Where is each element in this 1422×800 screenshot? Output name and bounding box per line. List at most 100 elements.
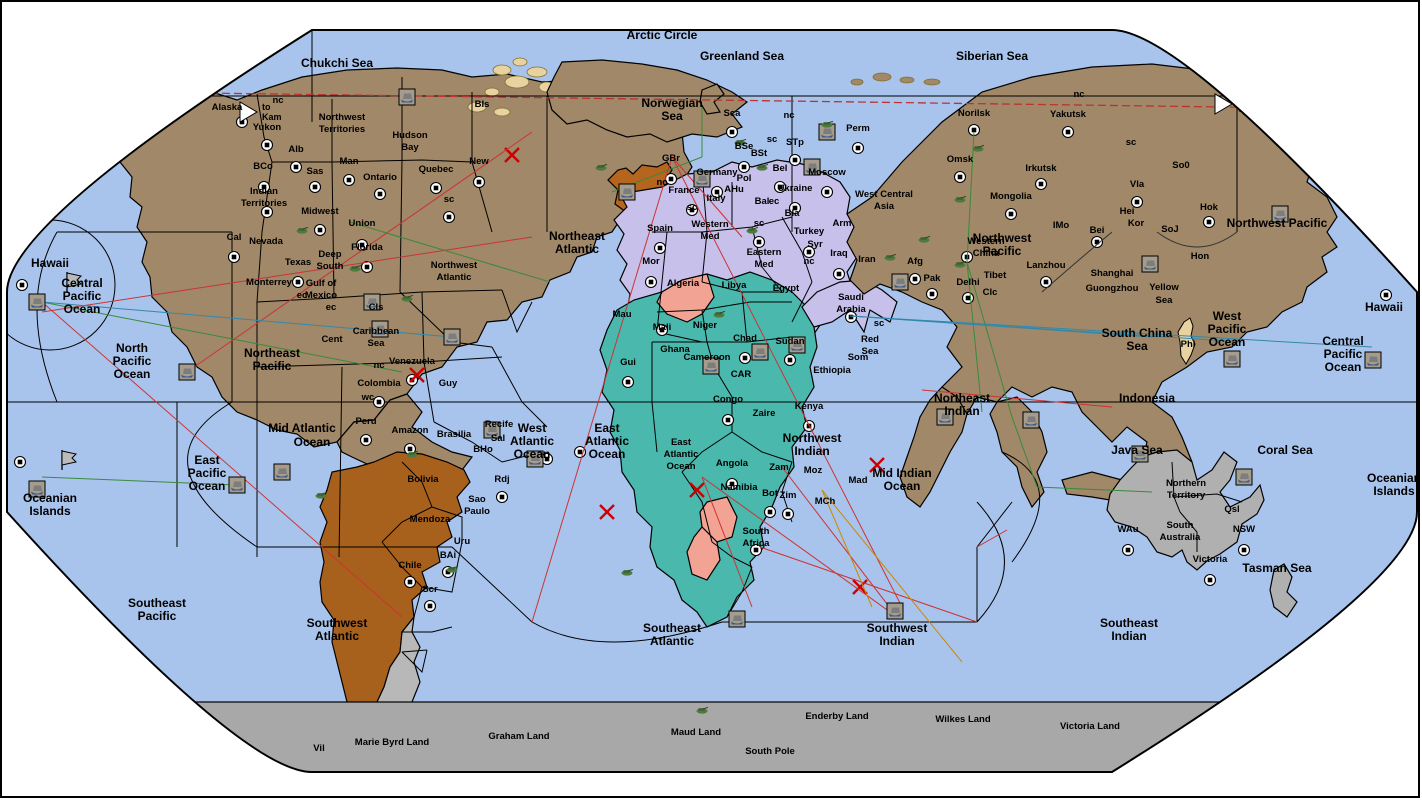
svg-text:Enderby Land: Enderby Land	[805, 711, 869, 722]
svg-text:BAi: BAi	[440, 550, 456, 561]
svg-text:France: France	[668, 185, 699, 196]
svg-text:sc: sc	[687, 202, 698, 213]
svg-text:Cent: Cent	[321, 334, 343, 345]
svg-text:Southwest: Southwest	[867, 621, 928, 635]
svg-text:Indonesia: Indonesia	[1119, 391, 1175, 405]
svg-text:Paulo: Paulo	[464, 506, 490, 517]
svg-text:Vil: Vil	[313, 743, 324, 754]
svg-text:Indian: Indian	[1111, 629, 1146, 643]
svg-text:Yakutsk: Yakutsk	[1050, 109, 1087, 120]
svg-text:Mongolia: Mongolia	[990, 191, 1032, 202]
svg-text:Uru: Uru	[454, 536, 471, 547]
svg-text:Mau: Mau	[613, 309, 632, 320]
svg-text:Territories: Territories	[241, 198, 287, 209]
svg-text:CIs: CIs	[369, 302, 384, 313]
svg-text:Zam: Zam	[769, 462, 789, 473]
svg-text:Red: Red	[861, 334, 879, 345]
svg-text:BIs: BIs	[475, 99, 490, 110]
svg-text:nc: nc	[803, 256, 814, 267]
svg-text:Northwest: Northwest	[783, 431, 842, 445]
svg-text:Sea: Sea	[368, 338, 386, 349]
svg-text:WAu: WAu	[1117, 524, 1138, 535]
svg-text:to: to	[1239, 94, 1248, 104]
svg-text:Clc: Clc	[983, 287, 998, 298]
svg-text:Maud Land: Maud Land	[671, 727, 721, 738]
svg-text:CAR: CAR	[731, 369, 752, 380]
svg-text:Perm: Perm	[846, 123, 870, 134]
svg-text:Indian: Indian	[794, 444, 829, 458]
svg-text:Deep: Deep	[318, 249, 341, 260]
svg-text:Mid Atlantic: Mid Atlantic	[268, 421, 336, 435]
svg-text:Pacific: Pacific	[63, 289, 102, 303]
svg-text:Central: Central	[1322, 334, 1363, 348]
svg-text:Atlantic: Atlantic	[650, 634, 694, 648]
svg-text:Med: Med	[701, 231, 720, 242]
svg-text:sc: sc	[874, 318, 885, 329]
svg-text:Qsl: Qsl	[1224, 504, 1239, 515]
svg-text:Kor: Kor	[1128, 218, 1145, 229]
svg-text:Colombia: Colombia	[357, 378, 401, 389]
svg-text:Turkey: Turkey	[794, 226, 825, 237]
svg-text:Amazon: Amazon	[392, 425, 429, 436]
svg-text:Indian: Indian	[944, 404, 979, 418]
svg-text:Ocean: Ocean	[514, 447, 551, 461]
svg-text:Kam: Kam	[262, 112, 282, 122]
svg-text:sc: sc	[444, 194, 455, 205]
svg-text:Bel: Bel	[773, 163, 788, 174]
svg-text:Hawaii: Hawaii	[1365, 300, 1403, 314]
svg-text:Territories: Territories	[319, 124, 365, 135]
svg-text:to: to	[262, 102, 271, 112]
svg-text:Tasman Sea: Tasman Sea	[1242, 561, 1311, 575]
svg-text:Western: Western	[691, 219, 729, 230]
svg-text:West: West	[1213, 309, 1241, 323]
svg-text:Phi: Phi	[1181, 339, 1196, 350]
svg-text:Victoria Land: Victoria Land	[1060, 721, 1120, 732]
svg-text:sc: sc	[767, 134, 778, 145]
svg-text:East: East	[194, 453, 219, 467]
svg-text:Norilsk: Norilsk	[958, 108, 991, 119]
svg-text:North: North	[116, 341, 148, 355]
svg-text:Germany: Germany	[696, 167, 738, 178]
svg-text:Ocean: Ocean	[589, 447, 626, 461]
svg-text:Rdj: Rdj	[494, 474, 509, 485]
svg-text:Chad: Chad	[733, 333, 757, 344]
svg-text:Chile: Chile	[398, 560, 421, 571]
svg-text:Bay: Bay	[401, 142, 419, 153]
svg-text:Arm: Arm	[832, 218, 851, 229]
svg-text:IMo: IMo	[1053, 220, 1070, 231]
svg-text:Southeast: Southeast	[643, 621, 701, 635]
svg-text:STp: STp	[786, 137, 804, 148]
svg-text:West Central: West Central	[855, 189, 913, 200]
svg-text:Mexico: Mexico	[305, 290, 337, 301]
svg-text:Pacific: Pacific	[1324, 347, 1363, 361]
svg-text:Atlantic: Atlantic	[437, 272, 472, 283]
svg-text:South Pole: South Pole	[745, 746, 795, 757]
svg-text:Pol: Pol	[737, 173, 752, 184]
svg-text:Omsk: Omsk	[947, 154, 974, 165]
svg-text:NSW: NSW	[1233, 524, 1255, 535]
svg-text:SoJ: SoJ	[1161, 224, 1178, 235]
svg-text:Islands: Islands	[1373, 484, 1415, 498]
svg-text:Alaska: Alaska	[212, 102, 243, 113]
svg-text:Angola: Angola	[716, 458, 749, 469]
svg-text:Chukchi Sea: Chukchi Sea	[301, 56, 373, 70]
svg-text:Sudan: Sudan	[775, 336, 804, 347]
svg-text:BCo: BCo	[253, 161, 273, 172]
svg-text:nc: nc	[373, 360, 384, 371]
svg-text:Iran: Iran	[858, 254, 876, 265]
svg-text:Irkutsk: Irkutsk	[1025, 163, 1057, 174]
svg-text:sc: sc	[754, 218, 765, 229]
svg-text:Northeast: Northeast	[934, 391, 990, 405]
svg-text:Ocean: Ocean	[884, 479, 921, 493]
svg-text:nc: nc	[783, 110, 794, 121]
svg-text:Cal: Cal	[227, 232, 242, 243]
svg-text:Southeast: Southeast	[128, 596, 186, 610]
svg-text:Pacific: Pacific	[188, 466, 227, 480]
svg-text:wc: wc	[361, 392, 375, 403]
svg-text:Recife: Recife	[485, 419, 514, 430]
svg-text:Ocean: Ocean	[1325, 360, 1362, 374]
svg-text:Midwest: Midwest	[301, 206, 339, 217]
svg-text:Oceanian: Oceanian	[23, 491, 77, 505]
svg-text:nc: nc	[1073, 89, 1084, 100]
svg-text:Islands: Islands	[29, 504, 71, 518]
